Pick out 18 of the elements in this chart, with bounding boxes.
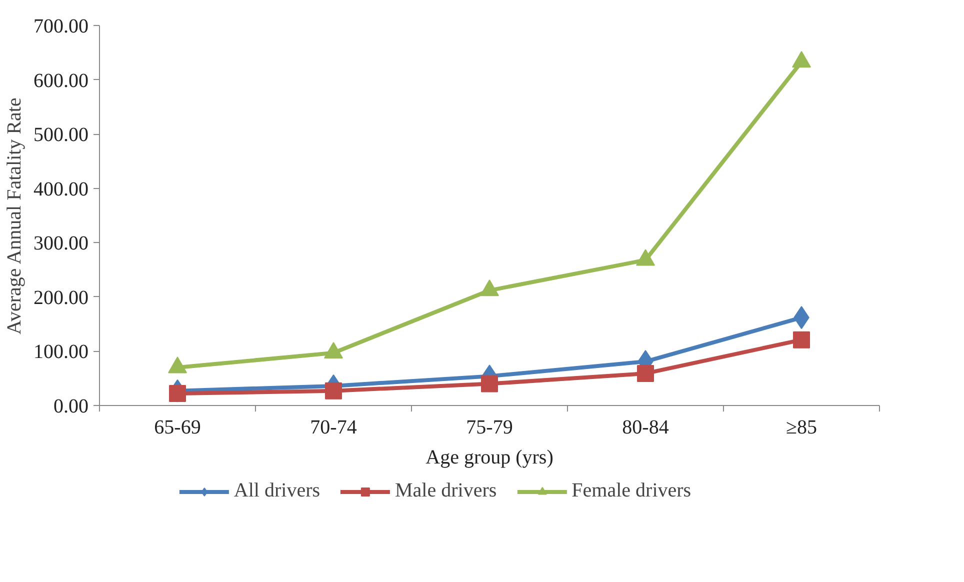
x-tick-label: 70-74	[310, 416, 357, 438]
y-tick-label: 400.00	[34, 178, 88, 200]
x-tick-label: 65-69	[154, 416, 201, 438]
x-tick-label: 75-79	[466, 416, 513, 438]
x-tick-label: 80-84	[622, 416, 669, 438]
y-tick-label: 300.00	[34, 232, 88, 255]
legend-label: Male drivers	[395, 480, 497, 502]
y-axis-title: Average Annual Fatality Rate	[4, 98, 26, 334]
y-tick-label: 500.00	[34, 124, 88, 146]
y-tick-label: 600.00	[34, 70, 88, 92]
x-tick-label: ≥85	[786, 416, 817, 438]
y-tick-label: 0.00	[54, 396, 88, 418]
x-axis-title: Age group (yrs)	[426, 446, 554, 468]
legend-label: Female drivers	[572, 480, 692, 502]
legend-label: All drivers	[234, 480, 320, 502]
y-tick-label: 100.00	[34, 341, 88, 364]
y-tick-label: 700.00	[34, 16, 88, 38]
y-tick-label: 200.00	[34, 286, 88, 309]
